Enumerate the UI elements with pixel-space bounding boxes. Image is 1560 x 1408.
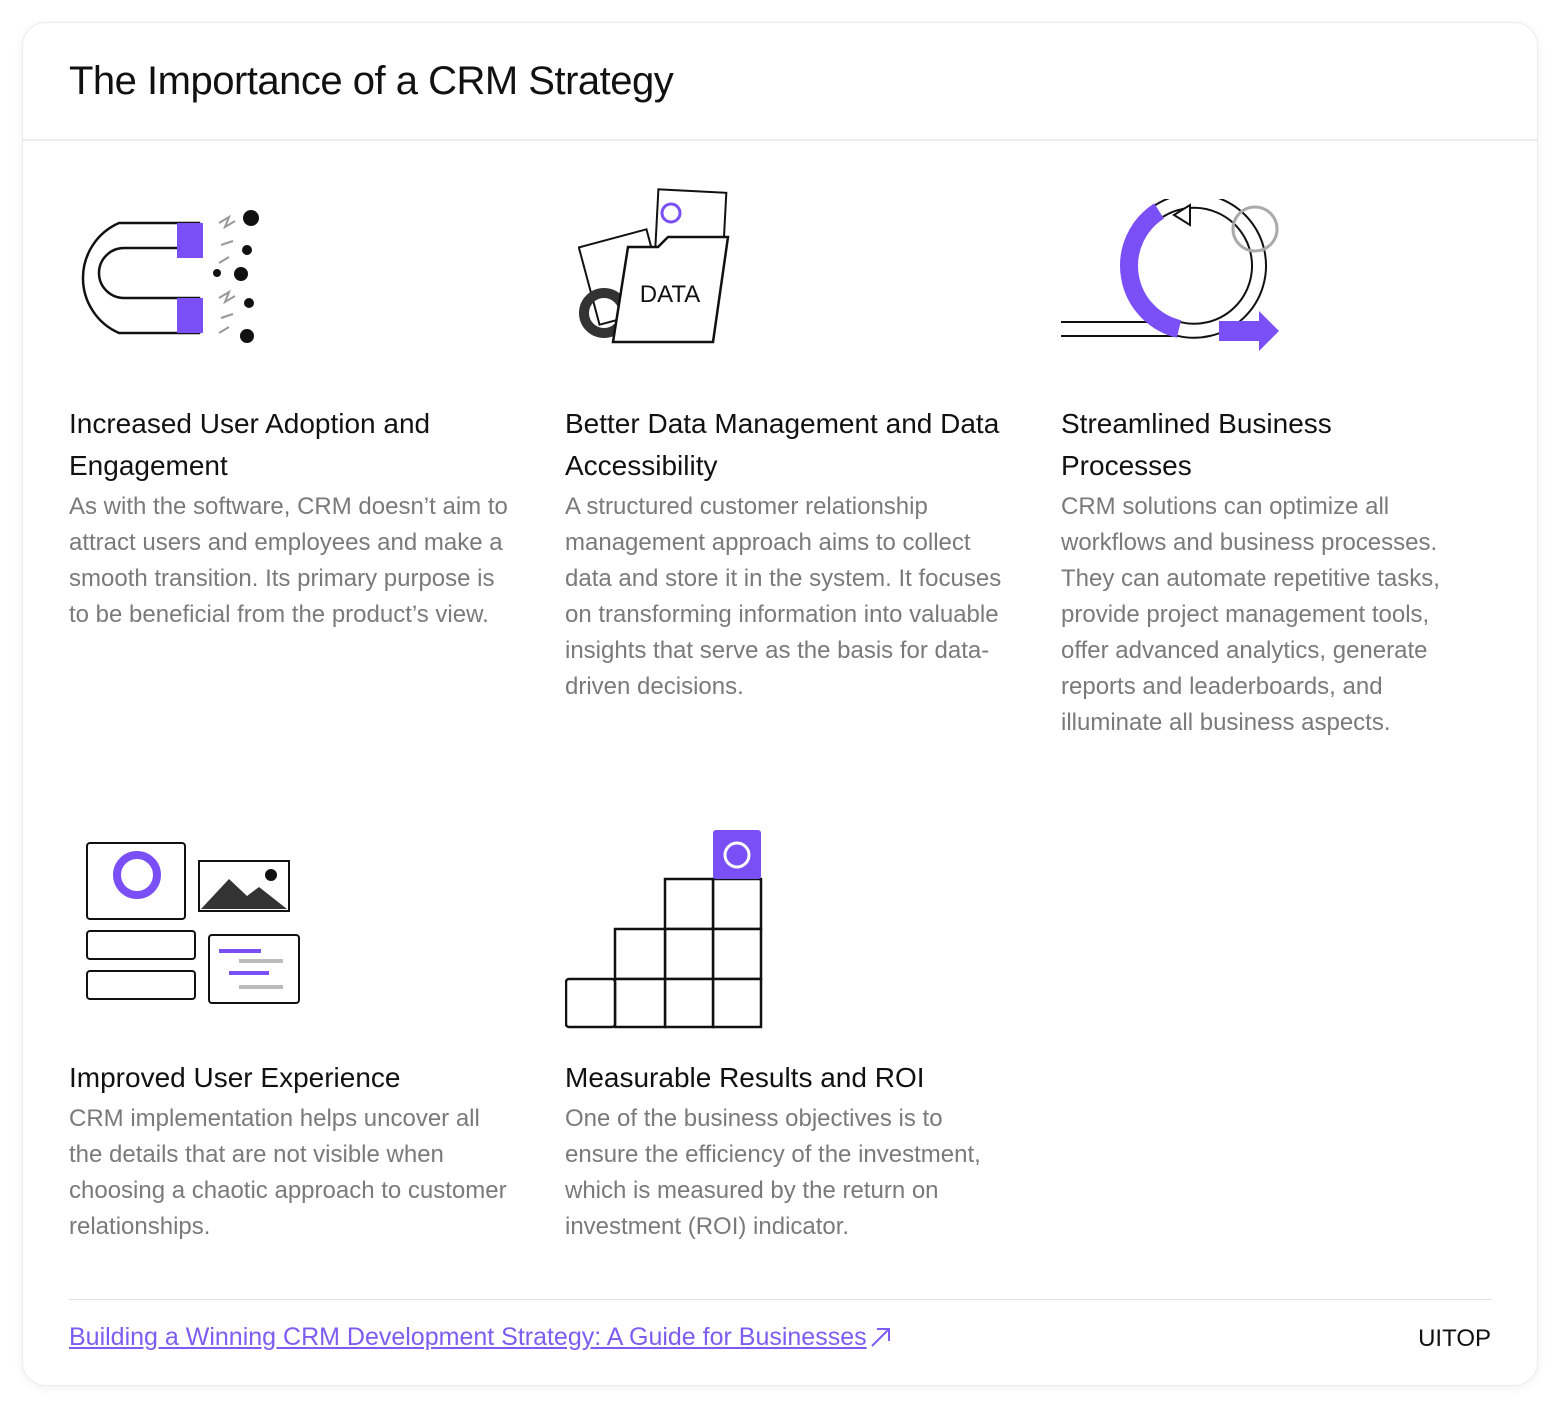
brand: UITOP [1418, 1325, 1491, 1352]
item-text: As with the software, CRM doesn’t aim to… [69, 493, 508, 628]
item-text: CRM implementation helps uncover all the… [69, 1105, 507, 1240]
item: Increased User Adoption and Engagement As… [69, 403, 509, 633]
ux-icon [86, 842, 300, 1004]
roi-icon [565, 830, 763, 1029]
header: The Importance of a CRM Strategy [23, 23, 1537, 141]
article-link[interactable]: Building a Winning CRM Development Strat… [69, 1323, 867, 1351]
item-title: Better Data Management and Data Accessib… [565, 408, 1000, 481]
link-arrow[interactable] [869, 1325, 893, 1349]
item-title: Streamlined Business Processes [1061, 408, 1332, 481]
magnet-icon [81, 210, 259, 343]
data-icon: DATA [578, 188, 730, 344]
title: The Importance of a CRM Strategy [69, 59, 674, 103]
icon-label: DATA [640, 281, 700, 308]
item-text: A structured customer relationship manag… [565, 493, 1002, 700]
item: Better Data Management and Data Accessib… [565, 403, 1005, 705]
item-text: CRM solutions can optimize all workflows… [1061, 493, 1440, 736]
item: Streamlined Business Processes CRM soluti… [1061, 403, 1481, 741]
item-text: One of the business objectives is to ens… [565, 1105, 981, 1240]
item: Improved User Experience CRM implementati… [69, 1057, 509, 1245]
item: Measurable Results and ROI One of the bus… [565, 1057, 995, 1245]
divider [69, 1299, 1493, 1300]
item-title: Improved User Experience [69, 1062, 401, 1093]
item-title: Increased User Adoption and Engagement [69, 408, 431, 481]
item-title: Measurable Results and ROI [565, 1062, 925, 1093]
process-icon [1061, 199, 1279, 351]
card: The Importance of a CRM Strategy DATA [22, 22, 1538, 1386]
